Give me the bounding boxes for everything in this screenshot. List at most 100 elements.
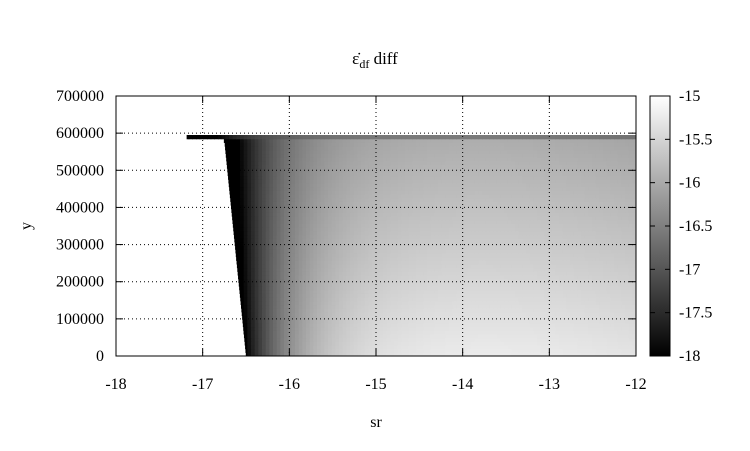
heatmap-cell [302, 223, 307, 228]
heatmap-cell [452, 208, 457, 213]
heatmap-cell [474, 341, 479, 346]
heatmap-cell [540, 223, 545, 228]
heatmap-cell [241, 311, 245, 317]
heatmap-cell [474, 289, 479, 294]
heatmap-cell [284, 186, 289, 191]
heatmap-cell [456, 274, 461, 280]
heatmap-cell [265, 267, 270, 272]
heatmap-cell [500, 260, 505, 265]
heatmap-cell [434, 249, 439, 254]
heatmap-cell [614, 238, 619, 243]
heatmap-cell [375, 322, 380, 328]
heatmap-cell [401, 201, 406, 206]
heatmap-cell [515, 326, 520, 331]
heatmap-cell [592, 304, 597, 309]
heatmap-cell [416, 308, 421, 313]
heatmap-cell [361, 208, 366, 213]
heatmap-cell [577, 219, 582, 224]
heatmap-cell [361, 230, 366, 236]
heatmap-cell [346, 337, 351, 342]
heatmap-cell [295, 204, 300, 210]
heatmap-cell [357, 245, 362, 250]
heatmap-cell [570, 208, 575, 213]
heatmap-cell [364, 315, 369, 320]
heatmap-cell [449, 201, 454, 206]
heatmap-cell [346, 311, 351, 317]
heatmap-cell [533, 249, 538, 254]
heatmap-cell [408, 315, 413, 320]
heatmap-cell [485, 282, 490, 287]
heatmap-cell [570, 219, 575, 224]
heatmap-cell [416, 271, 421, 276]
heatmap-cell [405, 267, 410, 272]
heatmap-cell [478, 337, 483, 342]
heatmap-cell [485, 227, 490, 232]
heatmap-cell [357, 341, 362, 346]
heatmap-cell [229, 190, 234, 195]
heatmap-cell [375, 289, 380, 294]
heatmap-cell [577, 278, 582, 283]
heatmap-cell [317, 238, 322, 243]
heatmap-cell [357, 238, 362, 243]
heatmap-cell [298, 322, 303, 328]
heatmap-cell [485, 333, 490, 339]
heatmap-cell [474, 337, 479, 342]
heatmap-cell [537, 216, 542, 221]
heatmap-cell [478, 326, 483, 331]
heatmap-cell [570, 252, 575, 258]
heatmap-cell [331, 300, 336, 306]
heatmap-cell [412, 297, 417, 302]
heatmap-cell [614, 249, 619, 254]
heatmap-cell [364, 293, 369, 298]
heatmap-cell [309, 197, 314, 202]
heatmap-cell [357, 286, 362, 291]
heatmap-cell [617, 274, 622, 280]
heatmap-cell [361, 245, 366, 250]
heatmap-cell [500, 293, 505, 298]
heatmap-cell [599, 256, 604, 261]
heatmap-cell [555, 322, 560, 328]
heatmap-cell [507, 271, 512, 276]
heatmap-cell [265, 245, 270, 250]
heatmap-cell [478, 319, 483, 324]
heatmap-cell [456, 241, 461, 247]
heatmap-cell [500, 193, 505, 199]
heatmap-cell [265, 330, 270, 335]
heatmap-cell [493, 256, 498, 261]
heatmap-cell [456, 348, 461, 353]
heatmap-cell [471, 190, 476, 195]
heatmap-cell [320, 319, 325, 324]
heatmap-cell [320, 333, 325, 339]
heatmap-cell [570, 352, 575, 356]
heatmap-cell [412, 208, 417, 213]
heatmap-cell [309, 300, 314, 306]
heatmap-cell [449, 238, 454, 243]
heatmap-cell [632, 249, 636, 254]
heatmap-cell [522, 238, 527, 243]
heatmap-cell [423, 308, 428, 313]
heatmap-cell [573, 297, 578, 302]
heatmap-cell [577, 234, 582, 239]
heatmap-cell [306, 245, 311, 250]
heatmap-cell [562, 197, 567, 202]
heatmap-cell [353, 297, 358, 302]
heatmap-cell [625, 223, 630, 228]
heatmap-cell [287, 252, 292, 258]
heatmap-cell [500, 219, 505, 224]
heatmap-cell [570, 271, 575, 276]
heatmap-cell [548, 326, 553, 331]
heatmap-cell [427, 212, 432, 217]
heatmap-cell [284, 230, 289, 236]
heatmap-cell [449, 223, 454, 228]
heatmap-cell [416, 322, 421, 328]
heatmap-cell [386, 208, 391, 213]
heatmap-cell [240, 249, 245, 254]
heatmap-cell [463, 193, 468, 199]
heatmap-cell [379, 308, 384, 313]
heatmap-cell [445, 337, 450, 342]
heatmap-cell [276, 286, 281, 291]
heatmap-cell [427, 223, 432, 228]
heatmap-cell [489, 260, 494, 265]
heatmap-cell [273, 344, 278, 350]
heatmap-cell [562, 326, 567, 331]
